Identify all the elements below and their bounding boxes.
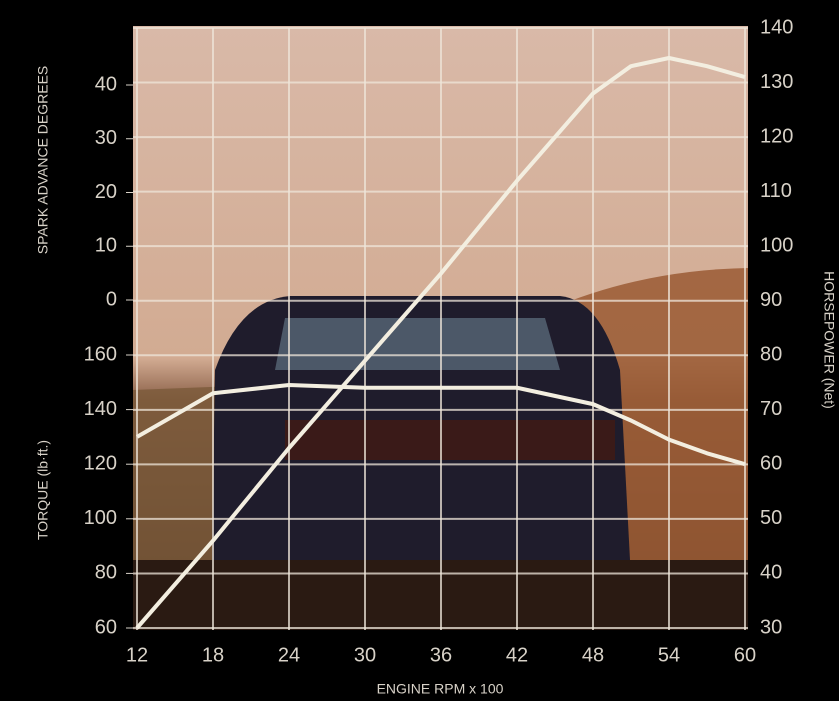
x-tick-label: 12: [126, 644, 148, 666]
y-tick-label: 120: [84, 452, 117, 474]
x-tick-label: 36: [430, 644, 452, 666]
x-tick-label: 60: [734, 644, 756, 666]
y-tick-label: 160: [84, 343, 117, 365]
spark-tick-label: 0: [106, 288, 117, 310]
y-tick-label: 140: [84, 398, 117, 420]
x-tick-label: 42: [506, 644, 528, 666]
x-tick-label: 48: [582, 644, 604, 666]
y2-tick-label: 70: [760, 398, 782, 420]
spark-tick-label: 30: [95, 127, 117, 149]
x-tick-label: 18: [202, 644, 224, 666]
series-line: [135, 56, 746, 630]
spark-tick-label: 20: [95, 181, 117, 203]
y2-tick-label: 40: [760, 562, 782, 584]
y-tick-label: 80: [95, 562, 117, 584]
spark-axis-title: SPARK ADVANCE DEGREES: [35, 66, 51, 255]
y2-tick-label: 50: [760, 507, 782, 529]
x-axis-title: ENGINE RPM x 100: [377, 681, 504, 697]
plot: [135, 56, 746, 630]
y2-tick-label: 140: [760, 16, 793, 38]
y2-tick-label: 30: [760, 616, 782, 638]
y2-tick-label: 60: [760, 453, 782, 475]
grid: [133, 27, 748, 630]
spark-tick-label: 10: [95, 235, 117, 257]
y2-tick-label: 130: [760, 71, 793, 93]
x-tick-label: 30: [354, 644, 376, 666]
spark-tick-label: 40: [95, 73, 117, 95]
y2-tick-label: 90: [760, 289, 782, 311]
y2-axis-title: HORSEPOWER (Net): [821, 271, 837, 409]
y2-tick-label: 100: [760, 234, 793, 256]
y2-tick-label: 110: [760, 180, 792, 202]
series-line: [136, 383, 746, 467]
y-axis-title: TORQUE (lb·ft.): [35, 440, 51, 540]
y2-tick-label: 120: [760, 125, 793, 147]
y2-tick-label: 80: [760, 344, 782, 366]
x-tick-label: 24: [278, 644, 300, 666]
x-tick-label: 54: [658, 644, 680, 666]
y-tick-label: 100: [84, 507, 117, 529]
y-tick-label: 60: [95, 616, 117, 638]
